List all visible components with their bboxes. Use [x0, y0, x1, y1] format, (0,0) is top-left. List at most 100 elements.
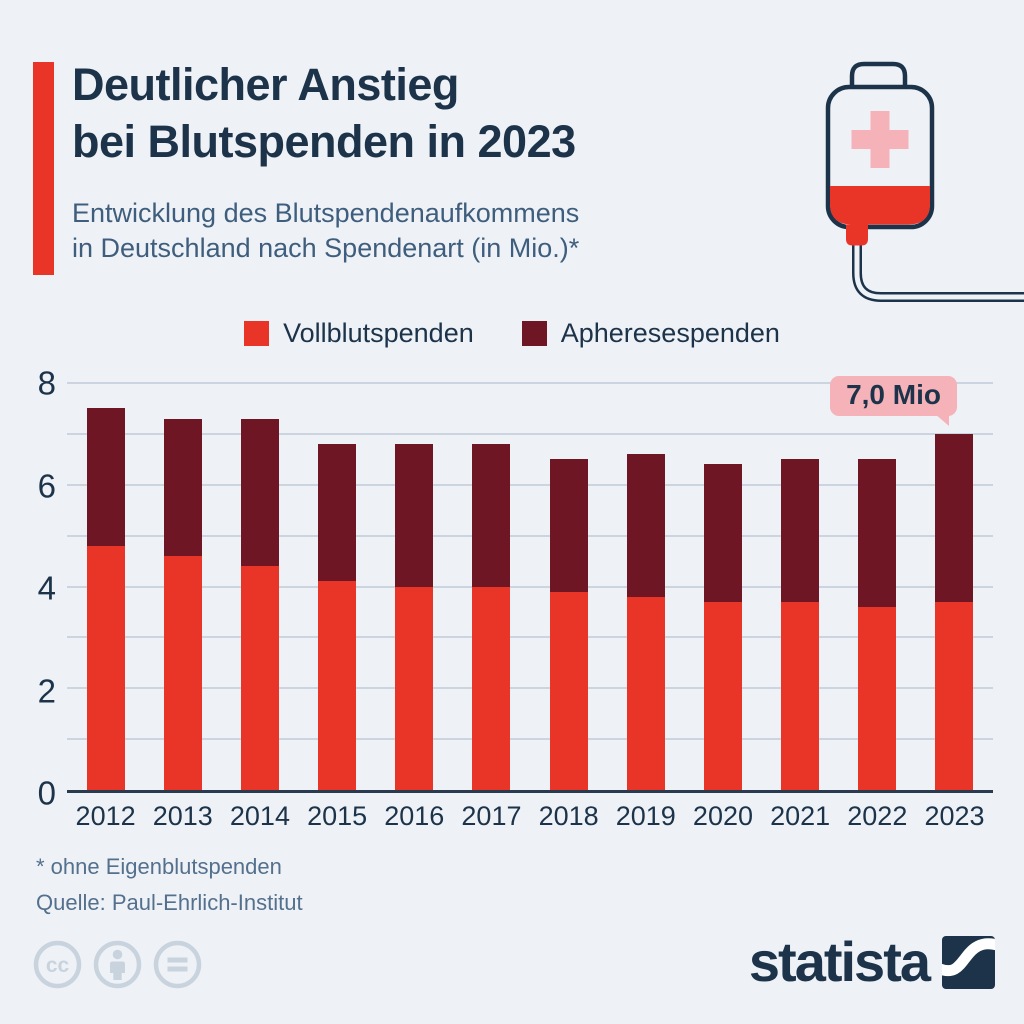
title-line-2: bei Blutspenden in 2023: [72, 116, 576, 168]
x-tick-label: 2020: [692, 801, 753, 831]
bar-segment-apheresespenden: [935, 433, 974, 602]
subtitle-line-2: in Deutschland nach Spendenart (in Mio.)…: [72, 233, 580, 264]
bar-segment-vollblutspenden: [549, 591, 588, 790]
stacked-bar-2020: [703, 383, 742, 790]
annotation-text: 7,0 Mio: [846, 379, 941, 410]
bar-column-2014: [221, 383, 298, 790]
x-tick-label: 2016: [384, 801, 445, 831]
bar-segment-vollblutspenden: [86, 545, 125, 790]
x-tick-label: 2018: [538, 801, 599, 831]
x-tick-label: 2013: [152, 801, 213, 831]
y-tick-label: 4: [37, 569, 56, 607]
stacked-bar-2012: [86, 383, 125, 790]
x-axis-labels: 2012 2013 2014 2015 2016 2017 2018 2019 2020 2021…: [67, 801, 993, 832]
bar-segment-apheresespenden: [703, 464, 742, 602]
page-subtitle: Entwicklung des Blutspendenaufkommens in…: [72, 196, 579, 266]
blood-bag-icon: [815, 40, 1024, 310]
stacked-bar-2014: [240, 383, 279, 790]
x-tick-label: 2021: [770, 801, 831, 831]
bar-column-2016: [376, 383, 453, 790]
bar-segment-vollblutspenden: [240, 566, 279, 790]
x-tick-label: 2022: [847, 801, 908, 831]
y-tick-label: 0: [37, 774, 56, 812]
bar-segment-apheresespenden: [549, 459, 588, 592]
stacked-bar-2022: [858, 383, 897, 790]
stacked-bar-2015: [318, 383, 357, 790]
gridline: [67, 534, 993, 537]
gridline: [67, 687, 993, 690]
page-title: Deutlicher Anstieg bei Blutspenden in 20…: [72, 56, 576, 170]
gridline: [67, 382, 993, 384]
bar-column-2015: [299, 383, 376, 790]
legend-swatch-darkred: [521, 321, 547, 346]
by-person-icon: [93, 940, 142, 989]
bar-segment-apheresespenden: [318, 444, 357, 582]
nd-equals-icon: [153, 940, 202, 989]
legend-item-apheresespenden: Apheresespenden: [521, 318, 780, 349]
x-tick-label: 2012: [75, 801, 136, 831]
stacked-bar-2016: [395, 383, 434, 790]
svg-text:cc: cc: [46, 954, 70, 977]
bar-column-2023: [916, 383, 993, 790]
bar-segment-vollblutspenden: [781, 601, 820, 790]
y-tick-label: 6: [37, 467, 56, 504]
stacked-bar-2023: [935, 383, 974, 790]
bar-segment-vollblutspenden: [163, 555, 202, 790]
subtitle-line-1: Entwicklung des Blutspendenaufkommens: [72, 198, 580, 228]
bar-segment-apheresespenden: [163, 418, 202, 556]
bar-segment-apheresespenden: [395, 444, 434, 587]
bar-segment-apheresespenden: [240, 418, 279, 567]
gridline: [67, 636, 993, 639]
bar-column-2012: [67, 383, 144, 790]
bar-segment-vollblutspenden: [858, 606, 897, 790]
bar-segment-apheresespenden: [858, 459, 897, 607]
stacked-bar-2019: [626, 383, 665, 790]
x-tick-label: 2023: [924, 801, 985, 831]
footer-notes: * ohne Eigenblutspenden Quelle: Paul-Ehr…: [36, 849, 303, 921]
bar-segment-apheresespenden: [472, 444, 511, 587]
bar-segment-apheresespenden: [86, 408, 125, 546]
source-text: Quelle: Paul-Ehrlich-Institut: [36, 890, 303, 915]
stacked-bar-2013: [163, 383, 202, 790]
legend-label: Apheresespenden: [560, 318, 780, 348]
bar-column-2021: [762, 383, 839, 790]
y-tick-label: 8: [37, 364, 56, 402]
legend-label: Vollblutspenden: [283, 318, 474, 348]
y-tick-label: 2: [37, 672, 56, 709]
bar-segment-vollblutspenden: [703, 601, 742, 790]
bars: [67, 383, 993, 790]
bar-segment-vollblutspenden: [318, 581, 357, 790]
bar-segment-vollblutspenden: [935, 601, 974, 790]
statista-logo-mark: [942, 935, 995, 989]
license-icons: cc: [33, 940, 202, 989]
legend-item-vollblutspenden: Vollblutspenden: [244, 318, 474, 349]
x-tick-label: 2019: [615, 801, 676, 831]
plot-area: 7,0 Mio: [67, 376, 993, 793]
stacked-bar-2018: [549, 383, 588, 790]
legend-swatch-red: [244, 321, 270, 346]
gridline: [67, 585, 993, 588]
chart-legend: Vollblutspenden Apheresespenden: [0, 318, 1024, 349]
bar-segment-apheresespenden: [626, 454, 665, 597]
bar-column-2022: [839, 383, 916, 790]
x-tick-label: 2017: [461, 801, 522, 831]
cc-icon: cc: [33, 940, 82, 989]
annotation-bubble: 7,0 Mio: [830, 376, 957, 426]
bar-column-2018: [530, 383, 607, 790]
x-tick-label: 2014: [229, 801, 290, 831]
title-accent-bar: [33, 62, 54, 275]
bar-column-2019: [607, 383, 684, 790]
bar-segment-apheresespenden: [781, 459, 820, 602]
footnote-text: * ohne Eigenblutspenden: [36, 854, 282, 879]
title-line-1: Deutlicher Anstieg: [72, 59, 459, 110]
bar-column-2013: [144, 383, 221, 790]
stacked-bar-2017: [472, 383, 511, 790]
x-tick-label: 2015: [307, 801, 368, 831]
bar-column-2020: [684, 383, 761, 790]
statista-logo: statista: [749, 934, 995, 990]
bar-segment-vollblutspenden: [472, 586, 511, 790]
bar-segment-vollblutspenden: [395, 586, 434, 790]
gridline: [67, 432, 993, 435]
bar-column-2017: [453, 383, 530, 790]
